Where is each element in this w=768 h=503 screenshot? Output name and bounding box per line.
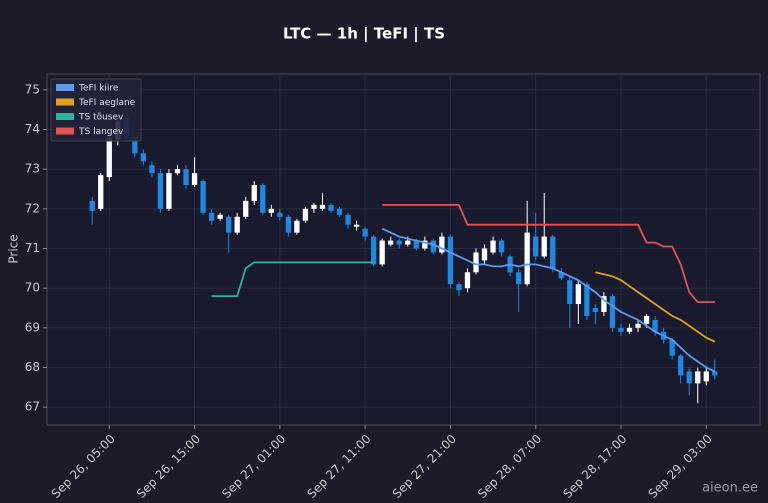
series-line (211, 261, 374, 297)
candle-body (550, 236, 556, 269)
candle-body (473, 252, 479, 273)
candle-body (302, 208, 309, 221)
candle-body (515, 272, 522, 285)
candle-body (174, 169, 181, 174)
candle-body (89, 200, 95, 211)
candle-body (166, 173, 172, 209)
legend-label: TeFI kiire (78, 84, 119, 94)
legend-label: TeFI aeglane (78, 98, 136, 108)
candle-body (703, 371, 709, 382)
candle-body (498, 240, 505, 253)
chart-title: LTC — 1h | TeFI | TS (283, 25, 445, 44)
y-tick-label: 74 (25, 122, 40, 136)
candle-body (157, 173, 164, 209)
candle-body (652, 319, 658, 332)
y-tick-label: 73 (25, 162, 40, 176)
candle-body (319, 204, 326, 209)
candle-body (362, 228, 368, 237)
candle-body (609, 296, 616, 328)
candle-body (234, 216, 240, 233)
legend-label: TS tõusev (78, 113, 124, 123)
candle-body (567, 280, 573, 305)
candle-body (200, 181, 206, 213)
candle-body (328, 204, 334, 211)
legend-swatch (56, 98, 74, 106)
candle-body (456, 284, 462, 291)
candle-body (447, 236, 454, 285)
legend-swatch (56, 127, 74, 135)
candle-body (285, 216, 292, 233)
candle-body (584, 284, 590, 316)
candle-body (106, 137, 112, 178)
candle-body (464, 272, 471, 289)
legend-box (50, 78, 142, 142)
y-tick-label: 67 (25, 400, 40, 414)
candle-body (592, 308, 599, 312)
candle-body (260, 185, 266, 213)
watermark: aieon.ee (702, 481, 758, 496)
candle-body (669, 339, 675, 356)
candle-body (643, 315, 650, 324)
candle-body (226, 216, 232, 233)
candle-body (336, 208, 343, 215)
candle-body (541, 236, 547, 257)
candle-body (575, 284, 581, 305)
candle-body (558, 272, 564, 279)
series-line (595, 271, 716, 343)
candle-body (268, 208, 274, 213)
candle-body (524, 232, 530, 285)
y-tick-label: 69 (25, 320, 40, 334)
candle-body (243, 200, 249, 217)
y-axis-label: Price (7, 234, 21, 263)
legend: TeFI kiire TeFI aeglane TS tõusev TS langev (50, 78, 142, 142)
candle-body (712, 371, 718, 376)
y-tick-label: 75 (25, 82, 40, 96)
legend-swatch (56, 113, 74, 120)
candle-body (388, 240, 394, 245)
candle-body (601, 296, 607, 312)
candle-body (618, 327, 624, 332)
candle-body (396, 240, 402, 245)
candle-body (183, 169, 189, 186)
candle-body (439, 236, 445, 253)
candle-body (294, 220, 300, 233)
candle-body (635, 323, 641, 328)
legend-label: TS langev (78, 127, 124, 137)
candle-body (345, 214, 351, 225)
series-line (382, 204, 715, 303)
candle-body (626, 327, 633, 332)
candle-body (686, 371, 692, 384)
candle-body (140, 153, 147, 162)
y-tick-label: 68 (25, 360, 40, 374)
candle-body (678, 355, 684, 376)
candle-body (481, 248, 488, 261)
candle-body (251, 185, 257, 201)
candle-body (217, 214, 223, 219)
candle-body (422, 240, 428, 249)
candle-body (413, 240, 419, 249)
candle-body (353, 224, 360, 227)
candle-body (371, 236, 377, 265)
candle-body (98, 175, 104, 209)
y-tick-label: 70 (25, 281, 40, 295)
y-tick-label: 71 (25, 241, 40, 255)
y-tick-label: 72 (25, 201, 40, 215)
candle-body (311, 204, 317, 209)
legend-swatch (56, 84, 74, 91)
plot-area (46, 73, 761, 426)
candle-body (379, 240, 385, 265)
candle-body (208, 212, 215, 221)
series-line (381, 227, 716, 373)
candle-body (533, 236, 539, 257)
candle-body (132, 137, 138, 154)
candle-body (191, 173, 198, 186)
candle-body (695, 371, 701, 384)
candle-body (277, 212, 283, 217)
candle-body (405, 240, 411, 245)
candle-body (149, 165, 155, 174)
candle-body (430, 240, 436, 253)
candle-body (490, 240, 496, 253)
